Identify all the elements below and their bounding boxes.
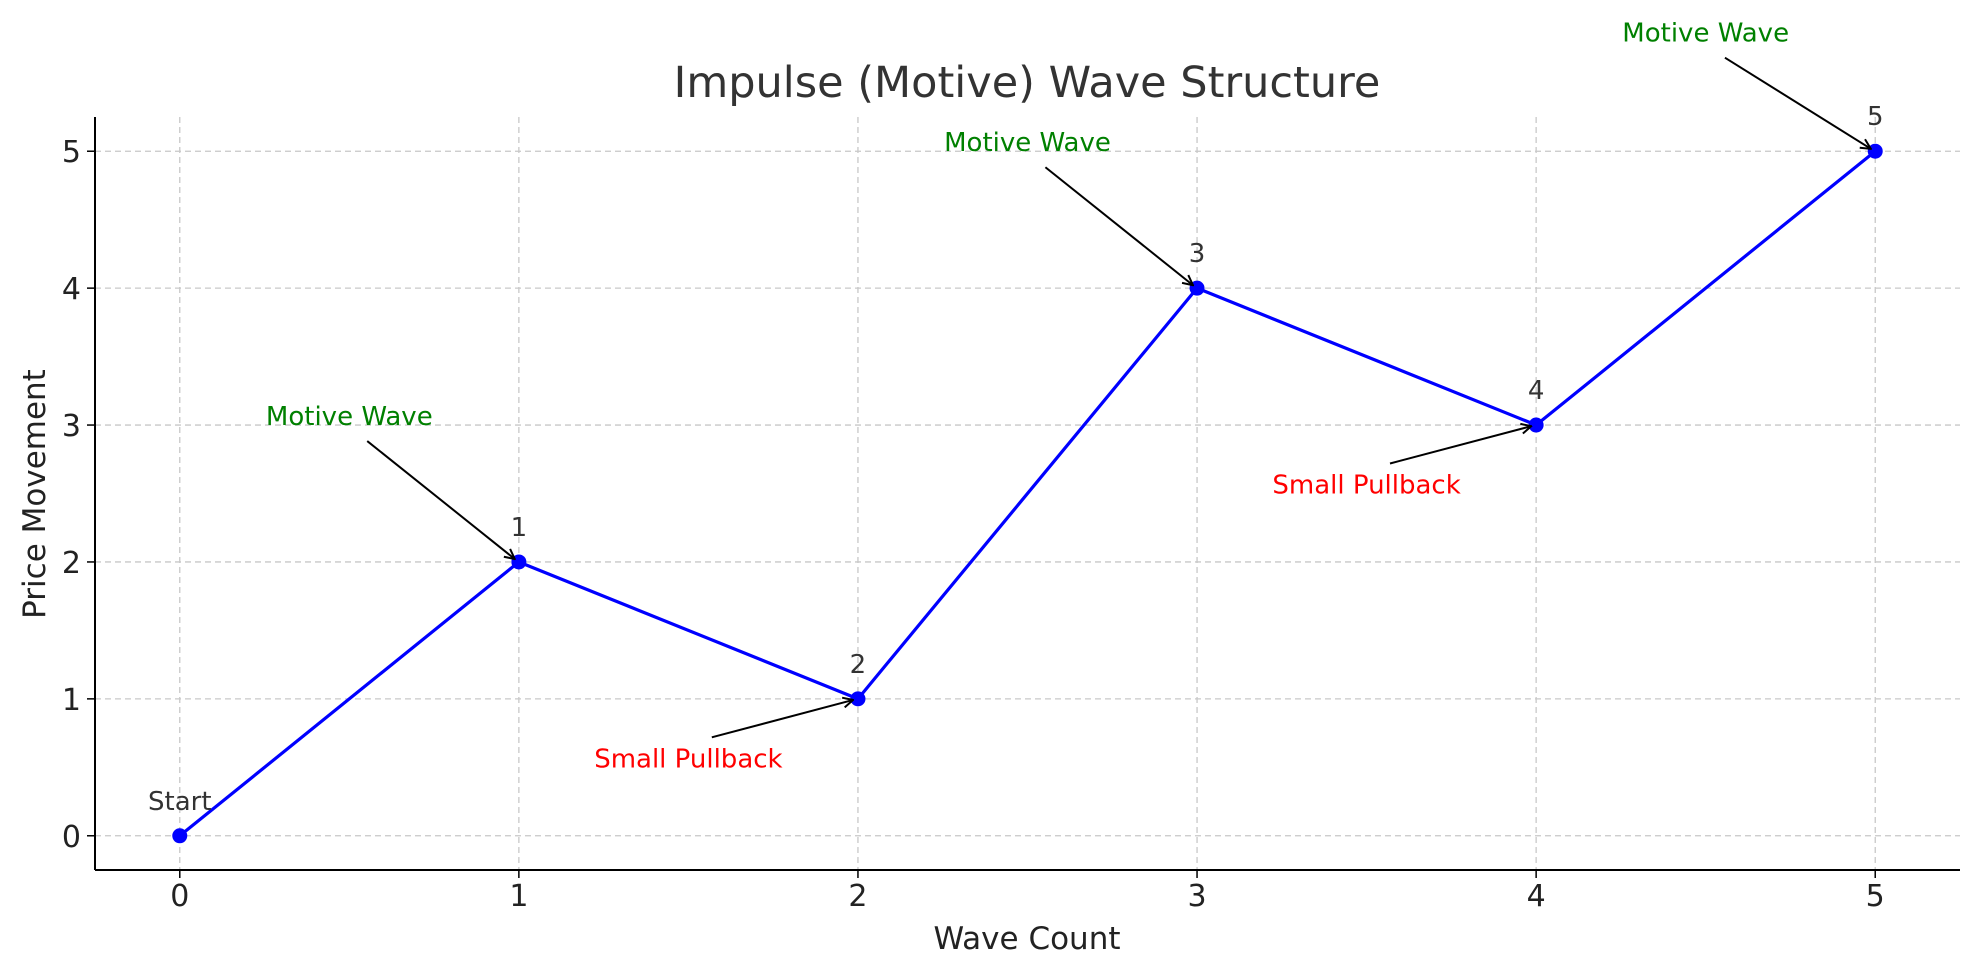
x-tick-label: 2 [848,879,867,914]
annotation-label: Small Pullback [594,744,782,774]
data-point [172,828,188,844]
x-axis-label: Wave Count [934,921,1121,957]
y-tick-label: 4 [62,272,81,307]
x-tick-label: 1 [509,879,528,914]
annotation-arrow [366,440,515,559]
point-label: 3 [1189,239,1206,269]
annotation-arrow [1389,426,1531,465]
point-label: 5 [1867,102,1884,132]
annotation-label: Motive Wave [944,128,1111,158]
annotation-arrow [711,700,853,739]
y-tick-label: 3 [62,409,81,444]
annotations: Start 1 2 3 4 5 Motive Wave Small Pullback Motiv… [148,19,1883,817]
data-point [511,554,527,570]
annotation-label: Motive Wave [266,402,433,432]
data-point [850,691,866,707]
x-tick-label: 0 [170,879,189,914]
data-point [1528,417,1544,433]
y-tick-label: 5 [62,135,81,170]
y-tick-label: 1 [62,683,81,718]
y-tick-label: 2 [62,546,81,581]
data-point [1867,143,1883,159]
point-label: Start [148,787,212,817]
y-axis-label: Price Movement [17,369,53,619]
point-label: 1 [511,513,528,543]
x-tick-label: 4 [1527,879,1546,914]
series-line [178,149,1877,838]
data-point [1189,280,1205,296]
annotation-label: Motive Wave [1622,19,1789,49]
chart-title: Impulse (Motive) Wave Structure [674,58,1381,108]
y-tick-label: 0 [62,820,81,855]
annotation-arrow [1044,166,1193,285]
ticks: 0 1 2 3 4 5 0 1 2 3 4 5 [62,135,1885,914]
annotation-label: Small Pullback [1272,471,1460,501]
point-label: 4 [1528,376,1545,406]
annotation-arrow [1724,56,1871,149]
axes [94,117,1960,871]
x-tick-label: 5 [1866,879,1885,914]
point-label: 2 [850,650,867,680]
grid [95,117,1960,870]
x-tick-label: 3 [1187,879,1206,914]
